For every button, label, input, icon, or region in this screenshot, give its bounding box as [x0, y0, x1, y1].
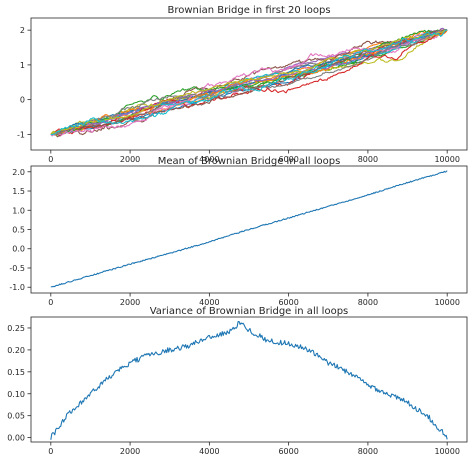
y-tick-label: 0.15	[7, 368, 25, 377]
series-line	[50, 170, 448, 288]
series-line-19	[50, 29, 448, 135]
x-tick-label: 6000	[278, 447, 298, 456]
y-tick-label: 2.0	[12, 168, 25, 177]
y-tick-label: 0.10	[7, 390, 25, 399]
panel-brownian-paths: Brownian Bridge in first 20 loops 0 2000 4…	[17, 5, 468, 164]
x-tick-label: 2000	[120, 447, 140, 456]
y-tick-label: -0.5	[9, 264, 25, 273]
y-tick-label: -1	[17, 130, 25, 139]
x-tick-label: 0	[48, 155, 53, 164]
ticks-layer: 0 2000 4000 6000 8000 10000 -1 0 1 2	[17, 26, 460, 164]
y-tick-label: 0	[20, 96, 25, 105]
axes-frame	[30, 316, 468, 443]
chart-title: Brownian Bridge in first 20 loops	[167, 5, 330, 16]
series-line-17	[50, 29, 448, 137]
panel-mean: Mean of Brownian Bridge in all loops 0 20…	[9, 156, 468, 307]
y-tick-label: 0.00	[7, 434, 25, 443]
y-tick-label: 0.20	[7, 346, 25, 355]
chart-title: Mean of Brownian Bridge in all loops	[158, 156, 341, 167]
x-tick-label: 4000	[199, 298, 219, 307]
series-line-18	[50, 29, 448, 135]
series-layer	[50, 170, 448, 288]
y-tick-label: 1	[20, 61, 25, 70]
axes-frame	[30, 17, 468, 151]
y-tick-label: 0.25	[7, 324, 25, 333]
y-tick-label: -1.0	[9, 283, 25, 292]
y-tick-label: 0.5	[12, 226, 25, 235]
series-layer	[50, 320, 448, 440]
y-tick-label: 0.0	[12, 245, 25, 254]
x-tick-label: 8000	[358, 155, 378, 164]
series-line-20	[50, 29, 448, 136]
y-tick-label: 1.0	[12, 206, 25, 215]
series-line	[50, 320, 448, 440]
x-tick-label: 0	[48, 298, 53, 307]
axes-frame	[30, 165, 468, 294]
series-layer	[50, 27, 448, 138]
y-tick-label: 0.05	[7, 412, 25, 421]
x-tick-label: 10000	[434, 298, 459, 307]
x-tick-label: 2000	[120, 298, 140, 307]
x-tick-label: 6000	[278, 155, 298, 164]
panel-variance: Variance of Brownian Bridge in all loops…	[7, 306, 468, 456]
y-tick-label: 2	[20, 26, 25, 35]
series-line-16	[50, 29, 448, 135]
x-tick-label: 2000	[120, 155, 140, 164]
y-tick-label: 1.5	[12, 187, 25, 196]
x-tick-label: 8000	[358, 447, 378, 456]
chart-title: Variance of Brownian Bridge in all loops	[150, 306, 349, 317]
x-tick-label: 4000	[199, 447, 219, 456]
x-tick-label: 4000	[199, 155, 219, 164]
x-tick-label: 0	[48, 447, 53, 456]
x-tick-label: 10000	[434, 447, 459, 456]
ticks-layer: 0 2000 4000 6000 8000 10000 0.00 0.05 0.10 0.15 0.…	[7, 324, 460, 456]
x-tick-label: 8000	[358, 298, 378, 307]
x-tick-label: 6000	[278, 298, 298, 307]
x-tick-label: 10000	[434, 155, 459, 164]
ticks-layer: 0 2000 4000 6000 8000 10000 -1.0 -0.5 0.0 0.5 1.0 1…	[9, 168, 460, 307]
